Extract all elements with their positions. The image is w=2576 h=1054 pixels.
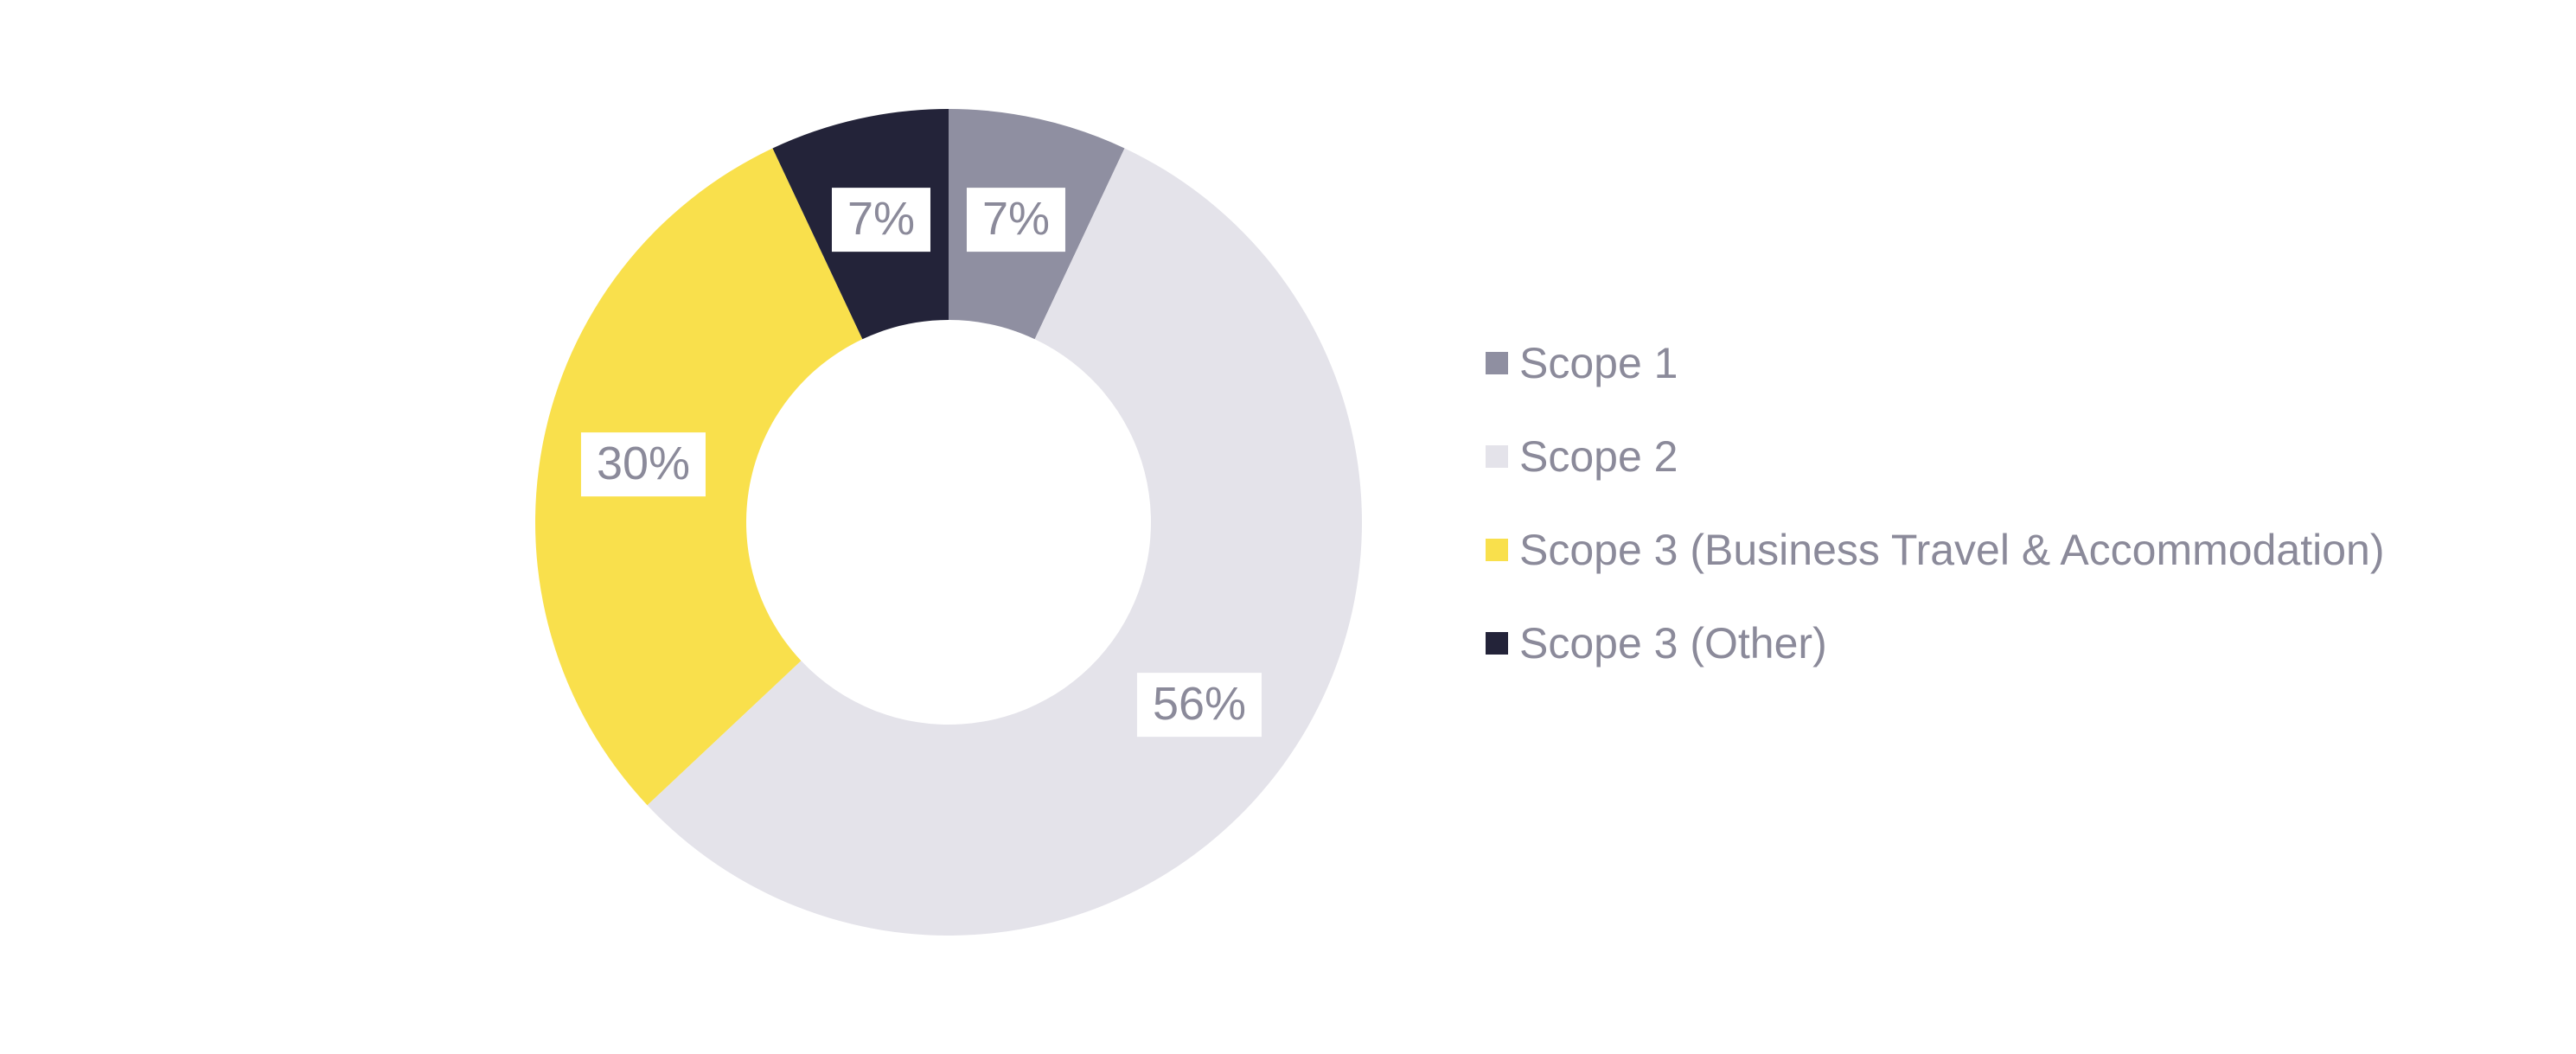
legend-item-label: Scope 1	[1519, 339, 1678, 387]
donut-slice-scope-2[interactable]	[647, 148, 1362, 936]
slice-percent-label-scope-3-other: 7%	[831, 188, 931, 252]
legend-item-label: Scope 3 (Business Travel & Accommodation…	[1519, 526, 2385, 574]
legend-item-scope-3-business-travel-accommodation[interactable]: Scope 3 (Business Travel & Accommodation…	[1486, 528, 2384, 572]
legend-item-scope-3-other[interactable]: Scope 3 (Other)	[1486, 622, 2384, 665]
legend-item-label: Scope 3 (Other)	[1519, 619, 1827, 668]
legend-marker-icon	[1486, 352, 1508, 374]
legend-item-scope-1[interactable]: Scope 1	[1486, 342, 2384, 385]
slice-percent-label-scope-3-business-travel-accommodation: 30%	[580, 432, 706, 496]
chart-legend: Scope 1 Scope 2 Scope 3 (Business Travel &…	[1486, 342, 2384, 715]
legend-marker-icon	[1486, 632, 1508, 655]
slice-percent-label-scope-2: 56%	[1136, 673, 1262, 737]
slice-percent-label-scope-1: 7%	[966, 188, 1066, 252]
legend-item-label: Scope 2	[1519, 432, 1678, 481]
legend-marker-icon	[1486, 539, 1508, 561]
legend-marker-icon	[1486, 445, 1508, 468]
legend-item-scope-2[interactable]: Scope 2	[1486, 435, 2384, 478]
